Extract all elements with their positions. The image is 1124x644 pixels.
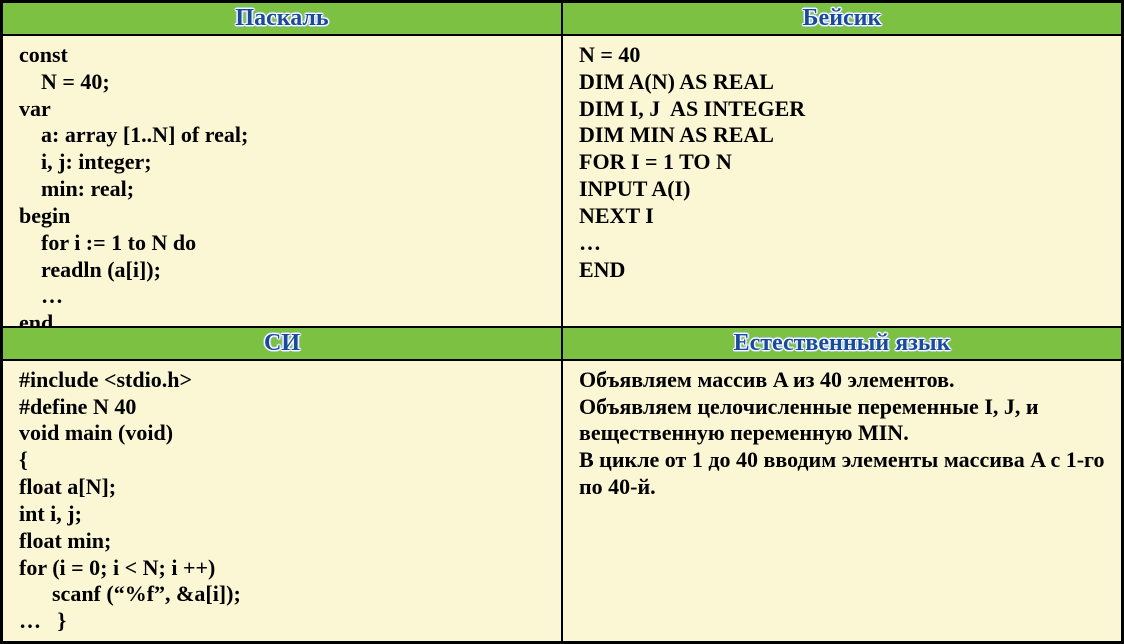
header-basic: Бейсик [562, 2, 1122, 35]
header-pascal: Паскаль [2, 2, 562, 35]
code-natural: Объявляем массив A из 40 элементов. Объя… [562, 360, 1122, 642]
code-basic: N = 40 DIM A(N) AS REAL DIM I, J AS INTE… [562, 35, 1122, 327]
header-natural: Естественный язык [562, 327, 1122, 360]
header-c: СИ [2, 327, 562, 360]
code-c: #include <stdio.h> #define N 40 void mai… [2, 360, 562, 642]
comparison-table: Паскаль Бейсик const N = 40; var a: arra… [0, 0, 1124, 644]
code-pascal: const N = 40; var a: array [1..N] of rea… [2, 35, 562, 327]
